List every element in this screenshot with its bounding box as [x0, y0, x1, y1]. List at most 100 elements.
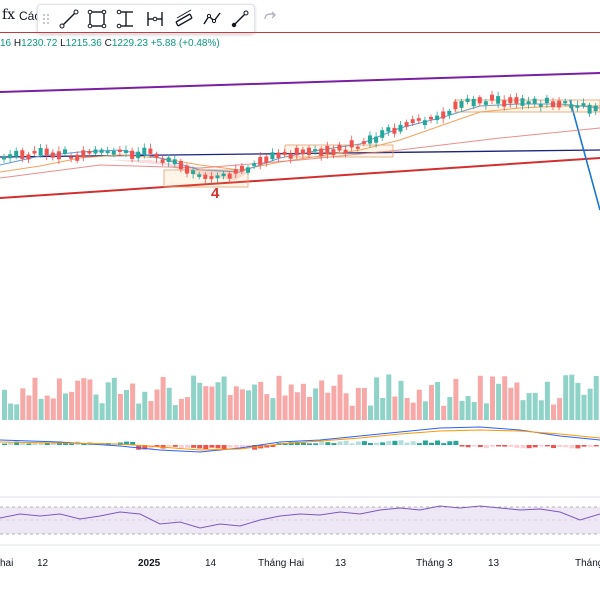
hline-tool-icon[interactable]: [144, 8, 166, 30]
high-value: 1230.72: [21, 38, 58, 49]
macd-histogram-bar: [386, 440, 392, 445]
candle-body: [374, 136, 379, 143]
volume-bar: [575, 382, 581, 420]
candle-body: [26, 154, 31, 160]
candle-body: [270, 152, 275, 160]
candle-body: [404, 122, 409, 127]
volume-bar: [111, 377, 117, 420]
volume-bar: [532, 392, 538, 420]
macd-histogram-bar: [581, 445, 587, 447]
text-anchor-tool-icon[interactable]: [115, 8, 137, 30]
rsi-line: [0, 505, 600, 529]
candle-body: [380, 130, 385, 138]
rectangle-tool-icon[interactable]: [86, 8, 108, 30]
volume-bar: [435, 381, 441, 420]
candle-body: [154, 153, 159, 158]
candle-body: [38, 147, 43, 156]
volume-bar: [252, 384, 258, 420]
drag-handle-icon[interactable]: [42, 13, 50, 25]
macd-histogram-bar: [215, 445, 221, 449]
trend-line-tool-icon[interactable]: [58, 8, 80, 30]
volume-bar: [441, 405, 447, 420]
volume-bar: [99, 403, 105, 420]
drawing-toolbar[interactable]: [37, 4, 255, 34]
macd-histogram-bar: [477, 445, 483, 448]
macd-histogram-bar: [453, 440, 459, 445]
candle-body: [203, 174, 208, 179]
blue-drop-line[interactable]: [569, 99, 600, 211]
macd-histogram-bar: [14, 441, 20, 445]
volume-bar: [105, 382, 111, 420]
macd-histogram-bar: [142, 445, 148, 450]
close-key: C: [104, 38, 112, 49]
candle-body: [349, 140, 354, 148]
macd-histogram-bar: [483, 445, 489, 449]
candle-body: [520, 98, 525, 106]
volume-bar: [569, 374, 575, 420]
macd-histogram-bar: [465, 445, 471, 448]
macd-histogram-bar: [514, 445, 520, 448]
candle-body: [453, 101, 458, 110]
volume-bar: [142, 391, 148, 420]
candle-body: [20, 150, 25, 159]
macd-histogram-bar: [20, 442, 26, 445]
candle-body: [361, 141, 366, 144]
macd-histogram-bar: [8, 442, 14, 445]
volume-bar: [160, 376, 166, 420]
candle-body: [69, 156, 74, 159]
candle-body: [191, 170, 196, 174]
volume-bar: [587, 388, 593, 420]
volume-bar: [172, 405, 178, 420]
macd-histogram-bar: [300, 442, 306, 445]
candle-body: [587, 104, 592, 114]
macd-histogram-bar: [416, 443, 422, 445]
macd-histogram-bar: [337, 441, 343, 445]
brush-tool-icon[interactable]: [229, 8, 251, 30]
macd-histogram-bar: [343, 440, 349, 445]
volume-bar: [8, 403, 14, 420]
red-trend-line[interactable]: [0, 157, 600, 199]
macd-histogram-bar: [355, 441, 361, 445]
macd-histogram-bar: [172, 445, 178, 447]
candle-body: [142, 147, 147, 155]
volume-bar: [32, 377, 38, 420]
ma-blue-line: [0, 103, 600, 173]
macd-histogram-bar: [520, 445, 526, 449]
volume-bar: [191, 375, 197, 420]
volume-bar: [221, 376, 227, 420]
candle-body: [496, 96, 501, 104]
candle-body: [477, 97, 482, 104]
purple-trend-line[interactable]: [0, 72, 600, 93]
indicators-fx-icon[interactable]: fx: [2, 7, 16, 23]
candle-body: [99, 149, 104, 153]
volume-bar: [465, 396, 471, 420]
macd-histogram-bar: [136, 445, 142, 450]
candle-body: [117, 149, 122, 152]
path-tool-icon[interactable]: [201, 8, 223, 30]
candle-body: [215, 175, 220, 179]
volume-bar: [593, 375, 599, 420]
candle-body: [355, 146, 360, 149]
redo-icon[interactable]: [262, 8, 278, 24]
macd-histogram-bar: [26, 443, 32, 445]
candle-body: [465, 98, 470, 102]
indicators-button-label[interactable]: Các: [19, 9, 41, 23]
volume-bar: [544, 381, 550, 420]
volume-bar: [307, 396, 312, 420]
volume-bar: [148, 401, 154, 420]
macd-histogram-bar: [331, 443, 337, 445]
candle-body: [538, 104, 543, 107]
volume-bar: [63, 393, 68, 420]
channel-tool-icon[interactable]: [173, 8, 195, 30]
volume-bar: [233, 386, 239, 420]
volume-bar: [282, 395, 288, 420]
macd-histogram-bar: [459, 445, 465, 447]
macd-histogram-bar: [532, 445, 538, 448]
candle-body: [233, 169, 238, 174]
volume-bar: [429, 385, 434, 420]
top-toolbar: fx Các: [0, 0, 600, 34]
volume-bar: [246, 390, 251, 420]
volume-bar: [166, 387, 172, 420]
ma-pink-line: [0, 127, 600, 179]
